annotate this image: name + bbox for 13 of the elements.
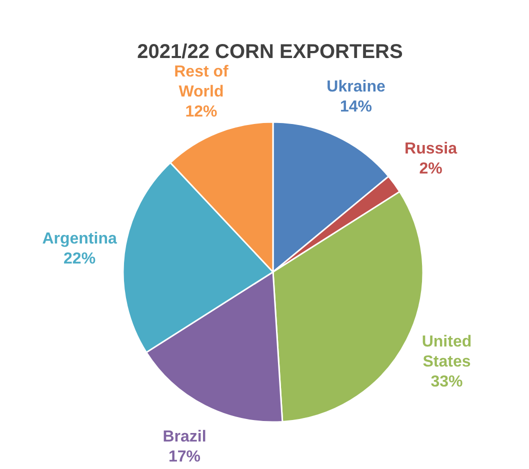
data-label: 12% (185, 104, 218, 121)
data-label: 22% (64, 250, 96, 268)
slice-label: Brazil (162, 428, 206, 446)
data-label: 17% (168, 448, 200, 466)
slice-label: Russia (404, 140, 458, 158)
slice-label: Argentina (42, 230, 117, 248)
slice-label: United States (422, 334, 472, 371)
data-label: 2% (419, 160, 442, 178)
data-label: 33% (430, 374, 463, 391)
slice-label: Rest of World (174, 64, 229, 101)
slice-label: Ukraine (326, 78, 386, 96)
chart-title: 2021/22 CORN EXPORTERS (137, 41, 403, 63)
data-label: 14% (340, 98, 372, 116)
